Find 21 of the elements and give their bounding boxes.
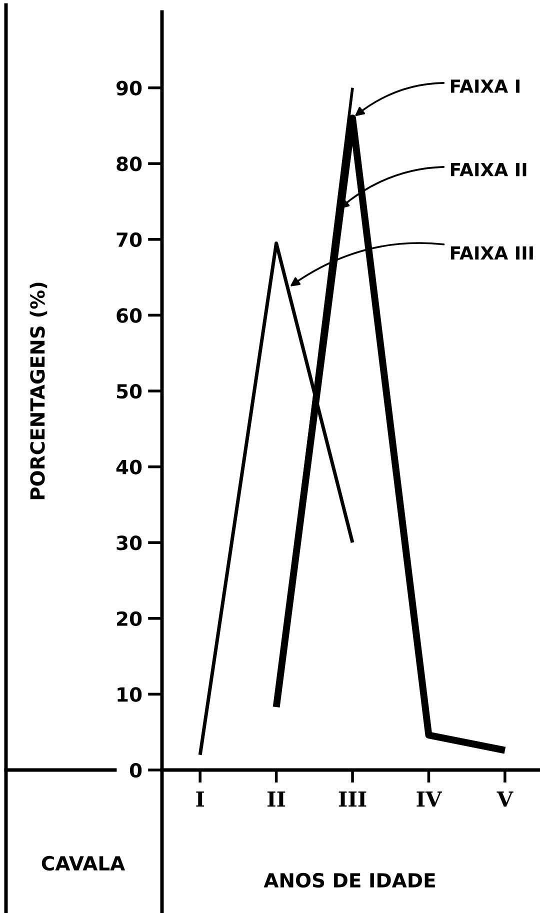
y-tick-label: 70: [116, 232, 142, 248]
y-tick-label: 40: [116, 460, 142, 474]
x-tick-label: I: [196, 791, 204, 807]
x-tick-label: III: [338, 791, 366, 807]
text: FAIXA III: [450, 246, 533, 260]
y-tick-label: 60: [116, 308, 142, 323]
text: FAIXA I: [450, 80, 520, 93]
y-tick-label: 20: [117, 611, 142, 626]
y-tick-label: 90: [116, 80, 142, 96]
y-tick-label: 80: [116, 156, 142, 172]
y-tick-label: 0: [130, 762, 142, 778]
text: CAVALA: [42, 856, 126, 871]
x-tick-label: II: [268, 791, 286, 807]
x-tick-label: V: [496, 791, 514, 807]
y-tick-label: 10: [118, 687, 142, 702]
text: FAIXA II: [450, 163, 526, 176]
y-tick-label: 50: [117, 384, 142, 399]
y-axis-title: PORCENTAGENS (%): [30, 282, 48, 500]
x-axis-title: ANOS DE IDADE: [264, 872, 435, 888]
x-tick-label: IV: [416, 791, 442, 807]
y-tick-label: 30: [116, 536, 142, 550]
